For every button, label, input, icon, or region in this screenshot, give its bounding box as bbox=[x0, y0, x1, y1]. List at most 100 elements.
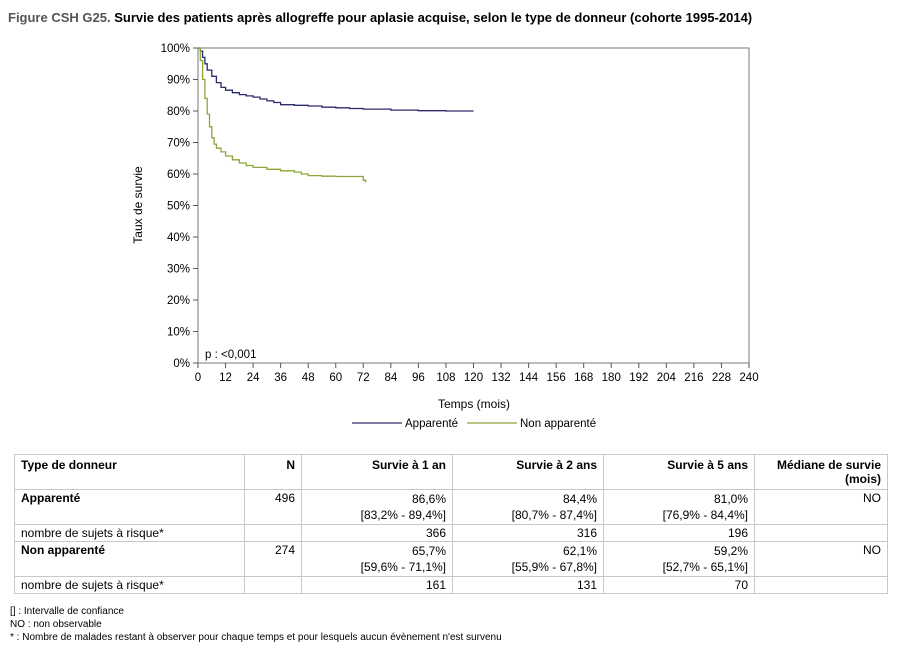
x-tick-label: 120 bbox=[464, 372, 483, 384]
survival-chart: 0% 10% 20% 30% 40% 50% 60% 70% 80% 90% 100% 0 12 24 3… bbox=[131, 43, 759, 430]
table-row: nombre de sujets à risque* 161 131 70 bbox=[14, 576, 888, 594]
cell-at-risk-5ans: 70 bbox=[603, 576, 755, 594]
cell-survie-5ans: 59,2% [52,7% - 65,1%] bbox=[603, 541, 755, 577]
table-row: Non apparenté 274 65,7% [59,6% - 71,1%] 6… bbox=[14, 541, 888, 577]
cell-at-risk-1an: 161 bbox=[301, 576, 453, 594]
x-tick-label: 204 bbox=[657, 372, 677, 384]
survival-curve-non-apparente bbox=[198, 47, 367, 183]
cell-n: 274 bbox=[244, 541, 302, 577]
confidence-interval: [83,2% - 89,4%] bbox=[360, 508, 446, 522]
x-tick-label: 156 bbox=[547, 372, 566, 384]
header-n: N bbox=[244, 454, 302, 490]
x-tick-label: 132 bbox=[491, 372, 510, 384]
confidence-interval: [55,9% - 67,8%] bbox=[511, 560, 597, 574]
cell-mediane: NO bbox=[754, 541, 888, 577]
x-tick-label: 180 bbox=[602, 372, 621, 384]
survival-value: 65,7% bbox=[411, 544, 446, 558]
cell-at-risk-1an: 366 bbox=[301, 524, 453, 542]
cell-n: 496 bbox=[244, 489, 302, 525]
y-tick-label: 90% bbox=[167, 75, 190, 87]
x-tick-label: 36 bbox=[274, 372, 287, 384]
confidence-interval: [59,6% - 71,1%] bbox=[360, 560, 446, 574]
footnote-no: NO : non observable bbox=[10, 619, 102, 630]
p-value-annotation: p : <0,001 bbox=[205, 349, 256, 361]
x-tick-label: 216 bbox=[684, 372, 703, 384]
y-tick-label: 70% bbox=[167, 138, 190, 150]
y-tick-label: 40% bbox=[167, 232, 190, 244]
y-tick-label: 10% bbox=[167, 327, 190, 339]
figure-title-text: Survie des patients après allogreffe pou… bbox=[114, 10, 753, 25]
cell-mediane bbox=[754, 524, 888, 542]
survival-value: 59,2% bbox=[713, 544, 748, 558]
y-tick-label: 30% bbox=[167, 264, 190, 276]
y-tick-label: 20% bbox=[167, 295, 190, 307]
cell-survie-1an: 86,6% [83,2% - 89,4%] bbox=[301, 489, 453, 525]
x-axis: 0 12 24 36 48 60 72 84 96 108 120 132 144 156 168 180 19… bbox=[195, 363, 759, 384]
survival-value: 86,6% bbox=[411, 492, 446, 506]
header-type-donneur: Type de donneur bbox=[14, 454, 245, 490]
cell-survie-2ans: 62,1% [55,9% - 67,8%] bbox=[452, 541, 604, 577]
table-row: nombre de sujets à risque* 366 316 196 bbox=[14, 524, 888, 542]
x-axis-label: Temps (mois) bbox=[438, 397, 510, 411]
y-axis-label: Taux de survie bbox=[131, 166, 145, 244]
survival-value: 84,4% bbox=[562, 492, 597, 506]
cell-mediane: NO bbox=[754, 489, 888, 525]
x-tick-label: 84 bbox=[384, 372, 397, 384]
footnote-at-risk: * : Nombre de malades restant à observer… bbox=[10, 632, 502, 643]
confidence-interval: [52,7% - 65,1%] bbox=[662, 560, 748, 574]
survival-curve-apparente bbox=[198, 47, 474, 112]
x-tick-label: 228 bbox=[712, 372, 731, 384]
cell-survie-2ans: 84,4% [80,7% - 87,4%] bbox=[452, 489, 604, 525]
figure-title: Figure CSH G25. Survie des patients aprè… bbox=[8, 10, 752, 25]
x-tick-label: 96 bbox=[412, 372, 425, 384]
y-tick-label: 100% bbox=[161, 43, 190, 55]
cell-survie-5ans: 81,0% [76,9% - 84,4%] bbox=[603, 489, 755, 525]
x-tick-label: 144 bbox=[519, 372, 539, 384]
x-tick-label: 12 bbox=[219, 372, 232, 384]
x-tick-label: 60 bbox=[329, 372, 342, 384]
series-group bbox=[198, 47, 474, 183]
legend-label-non-apparente: Non apparenté bbox=[520, 418, 596, 430]
x-tick-label: 168 bbox=[574, 372, 593, 384]
cell-n bbox=[244, 576, 302, 594]
x-tick-label: 192 bbox=[629, 372, 648, 384]
confidence-interval: [76,9% - 84,4%] bbox=[662, 508, 748, 522]
y-axis: 0% 10% 20% 30% 40% 50% 60% 70% 80% 90% 100% bbox=[161, 43, 198, 370]
header-mediane: Médiane de survie (mois) bbox=[754, 454, 888, 490]
cell-at-risk-2ans: 131 bbox=[452, 576, 604, 594]
survival-value: 62,1% bbox=[562, 544, 597, 558]
x-tick-label: 24 bbox=[247, 372, 260, 384]
row-label: nombre de sujets à risque* bbox=[14, 524, 245, 542]
cell-survie-1an: 65,7% [59,6% - 71,1%] bbox=[301, 541, 453, 577]
y-tick-label: 50% bbox=[167, 201, 190, 213]
footnotes: [] : Intervalle de confiance NO : non ob… bbox=[10, 605, 502, 644]
table-row: Apparenté 496 86,6% [83,2% - 89,4%] 84,4%… bbox=[14, 489, 888, 525]
header-survie-1an: Survie à 1 an bbox=[301, 454, 453, 490]
y-tick-label: 0% bbox=[173, 358, 190, 370]
figure-label: Figure CSH G25. bbox=[8, 10, 111, 25]
x-tick-label: 108 bbox=[436, 372, 455, 384]
confidence-interval: [80,7% - 87,4%] bbox=[511, 508, 597, 522]
legend-label-apparente: Apparenté bbox=[405, 418, 458, 430]
row-label: Apparenté bbox=[14, 489, 245, 525]
y-tick-label: 80% bbox=[167, 106, 190, 118]
survival-value: 81,0% bbox=[713, 492, 748, 506]
plot-frame bbox=[197, 47, 750, 364]
y-tick-label: 60% bbox=[167, 169, 190, 181]
x-tick-label: 0 bbox=[195, 372, 201, 384]
x-tick-label: 240 bbox=[739, 372, 758, 384]
x-tick-label: 72 bbox=[357, 372, 370, 384]
results-table: Type de donneur N Survie à 1 an Survie à… bbox=[14, 454, 888, 594]
cell-at-risk-5ans: 196 bbox=[603, 524, 755, 542]
table-header-row: Type de donneur N Survie à 1 an Survie à… bbox=[14, 454, 888, 490]
legend: Apparenté Non apparenté bbox=[352, 418, 596, 430]
header-survie-2ans: Survie à 2 ans bbox=[452, 454, 604, 490]
cell-at-risk-2ans: 316 bbox=[452, 524, 604, 542]
cell-n bbox=[244, 524, 302, 542]
row-label: nombre de sujets à risque* bbox=[14, 576, 245, 594]
footnote-ci: [] : Intervalle de confiance bbox=[10, 606, 124, 617]
row-label: Non apparenté bbox=[14, 541, 245, 577]
header-survie-5ans: Survie à 5 ans bbox=[603, 454, 755, 490]
cell-mediane bbox=[754, 576, 888, 594]
x-tick-label: 48 bbox=[302, 372, 315, 384]
